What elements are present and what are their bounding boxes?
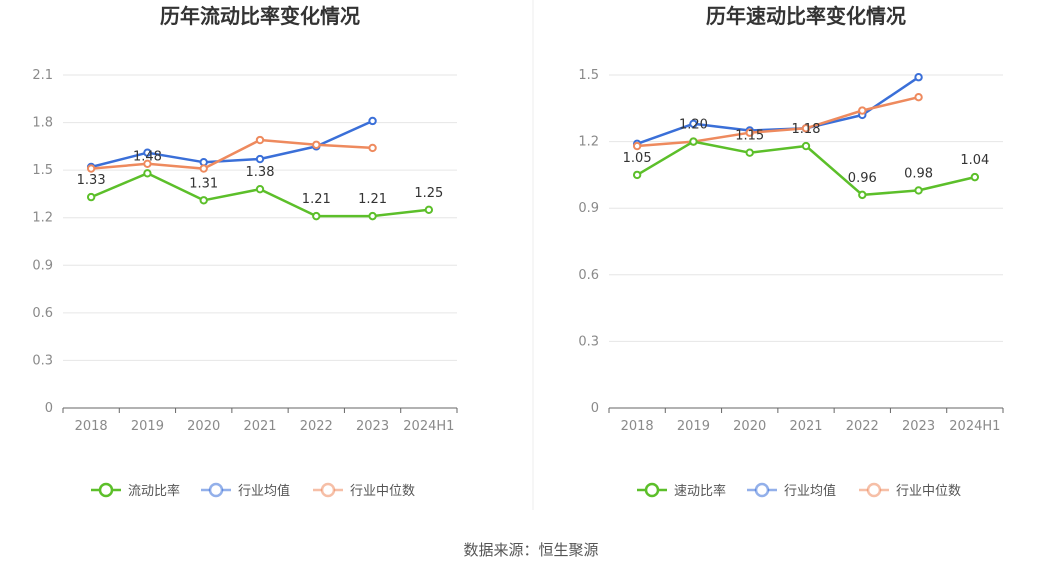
x-tick-label: 2022 — [846, 419, 879, 434]
series-point — [199, 164, 208, 173]
series-point — [255, 154, 265, 164]
series-line — [90, 138, 373, 170]
legend-entry: 行业中位数 — [350, 484, 415, 499]
chart-title: 历年流动比率变化情况 — [160, 4, 360, 28]
x-tick-label: 2020 — [733, 419, 766, 434]
data-label: 1.25 — [414, 186, 443, 201]
series-point — [368, 211, 377, 221]
series-point — [914, 93, 923, 102]
y-tick-label: 0 — [45, 401, 53, 416]
series-line — [637, 95, 919, 148]
x-tick-label: 2020 — [187, 419, 220, 434]
data-label: 0.98 — [904, 166, 933, 181]
legend-entry: 流动比率 — [128, 483, 180, 499]
series-point — [143, 148, 152, 157]
y-tick-label: 0.6 — [578, 268, 599, 283]
series-point — [312, 140, 321, 149]
legend-marker — [208, 482, 224, 498]
data-label: 1.38 — [246, 165, 275, 180]
x-tick-label: 2023 — [902, 419, 935, 434]
y-tick-label: 2.1 — [32, 68, 53, 83]
series-point — [801, 124, 811, 133]
data-label: 1.48 — [133, 149, 162, 164]
series-point — [632, 141, 642, 151]
chart-title: 历年速动比率变化情况 — [706, 4, 906, 28]
series-point — [689, 119, 698, 129]
x-tick-label: 2019 — [131, 419, 164, 434]
series-point — [143, 169, 152, 178]
legend-marker — [754, 482, 770, 498]
series-point — [424, 205, 434, 214]
series-point — [745, 128, 754, 137]
x-tick-label: 2021 — [789, 419, 822, 434]
x-tick-label: 2021 — [243, 419, 276, 434]
series-point — [255, 184, 265, 194]
x-tick-label: 2024H1 — [403, 419, 454, 434]
series-point — [312, 211, 321, 221]
x-tick-label: 2024H1 — [949, 419, 1000, 434]
y-tick-label: 0.9 — [578, 201, 599, 216]
x-tick-label: 2022 — [300, 419, 333, 434]
data-label: 1.18 — [792, 122, 821, 137]
series-point — [858, 190, 867, 200]
legend-entry: 行业均值 — [238, 483, 290, 499]
series-point — [914, 73, 923, 82]
legend-marker — [644, 482, 660, 498]
data-label: 1.21 — [358, 192, 387, 207]
legend-marker — [866, 482, 882, 498]
y-tick-label: 0.6 — [32, 306, 53, 321]
series-point — [970, 172, 980, 182]
x-tick-label: 2023 — [356, 419, 389, 434]
data-label: 1.20 — [679, 118, 708, 133]
x-tick-label: 2018 — [621, 419, 654, 434]
x-tick-label: 2018 — [75, 419, 108, 434]
series-point — [801, 141, 811, 151]
series-point — [143, 159, 152, 169]
series-point — [368, 143, 377, 153]
data-label: 1.04 — [960, 153, 989, 168]
y-tick-label: 0.3 — [578, 334, 599, 349]
legend-marker — [320, 482, 336, 498]
data-label: 1.05 — [623, 151, 652, 166]
series-point — [858, 106, 867, 115]
y-tick-label: 1.8 — [32, 116, 53, 131]
legend-entry: 行业中位数 — [896, 484, 961, 499]
series-point — [745, 148, 754, 157]
data-label: 0.96 — [848, 171, 877, 186]
data-label: 1.33 — [77, 173, 106, 188]
series-point — [255, 135, 265, 145]
data-label: 1.31 — [189, 176, 218, 191]
y-tick-label: 0.3 — [32, 353, 53, 368]
legend-entry: 速动比率 — [674, 483, 726, 499]
series-point — [914, 186, 923, 195]
series-point — [632, 170, 642, 180]
legend-marker — [98, 482, 114, 498]
y-tick-label: 1.5 — [32, 163, 53, 178]
series-point — [199, 196, 208, 205]
series-line — [636, 76, 920, 145]
series-point — [368, 116, 377, 126]
y-tick-label: 0.9 — [32, 258, 53, 273]
legend-entry: 行业均值 — [784, 483, 836, 499]
x-tick-label: 2019 — [677, 419, 710, 434]
data-label: 1.21 — [302, 192, 331, 207]
data-source: 数据来源：恒生聚源 — [463, 541, 599, 559]
y-tick-label: 0 — [591, 401, 599, 416]
series-point — [86, 164, 96, 173]
series-point — [689, 137, 698, 146]
data-label: 1.15 — [735, 129, 764, 144]
series-point — [86, 192, 96, 202]
series-line — [90, 119, 374, 169]
y-tick-label: 1.2 — [578, 135, 599, 150]
y-tick-label: 1.2 — [32, 211, 53, 226]
y-tick-label: 1.5 — [578, 68, 599, 83]
